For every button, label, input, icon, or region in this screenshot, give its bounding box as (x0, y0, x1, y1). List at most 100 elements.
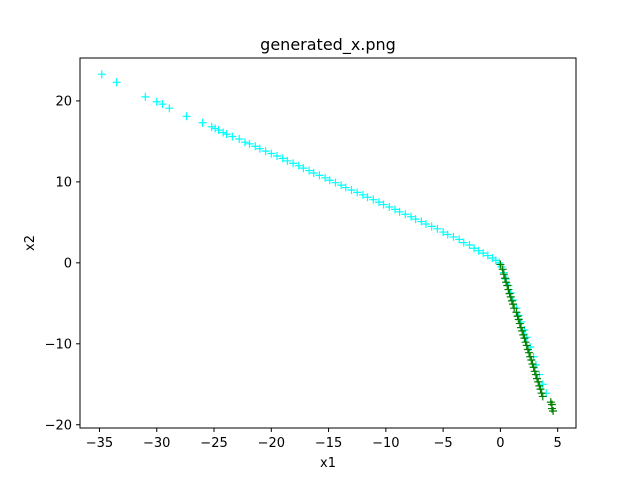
data-point (512, 308, 521, 317)
data-point (240, 138, 249, 147)
data-point (474, 246, 483, 255)
data-point (341, 183, 350, 192)
x-tick-label: −25 (200, 436, 227, 451)
data-point (385, 202, 394, 211)
data-point (500, 274, 509, 283)
data-point (152, 97, 161, 106)
y-tick-label: −10 (45, 337, 72, 352)
y-axis-ticks: −20 −10 0 10 20 (45, 94, 80, 433)
data-point (401, 210, 410, 219)
data-point (228, 132, 237, 141)
data-point (325, 176, 334, 185)
data-point (158, 100, 167, 109)
data-point (470, 244, 479, 253)
data-point (214, 126, 223, 135)
data-point (353, 188, 362, 197)
data-point (235, 134, 244, 143)
data-point (211, 124, 220, 133)
data-point (538, 380, 547, 389)
x-axis-label: x1 (320, 456, 336, 471)
x-tick-label: −30 (143, 436, 170, 451)
y-axis-label: x2 (23, 235, 38, 251)
data-point (503, 281, 512, 290)
data-point (508, 300, 517, 309)
data-point (421, 219, 430, 228)
data-point (536, 385, 545, 394)
data-point (261, 147, 270, 156)
data-point (207, 122, 216, 131)
y-tick-label: 10 (55, 175, 72, 190)
data-point (499, 270, 508, 279)
x-tick-label: 0 (496, 436, 504, 451)
data-point (222, 130, 231, 139)
data-point (515, 319, 524, 328)
data-point (407, 212, 416, 221)
data-point (182, 112, 191, 121)
data-point (525, 348, 534, 357)
data-point (289, 159, 298, 168)
data-point (439, 228, 448, 237)
data-point (483, 251, 492, 260)
data-point (255, 144, 264, 153)
data-point (522, 341, 531, 350)
data-point (465, 241, 474, 250)
plot-points (97, 70, 558, 415)
data-point (219, 128, 228, 137)
chart-title: generated_x.png (260, 35, 396, 55)
data-point (358, 190, 367, 199)
data-point (165, 104, 174, 113)
data-point (198, 118, 207, 127)
data-point (506, 292, 515, 301)
data-point (496, 260, 505, 269)
data-point (294, 161, 303, 170)
data-point (498, 265, 507, 274)
data-point (315, 171, 324, 180)
data-point (459, 238, 468, 247)
data-point (529, 363, 538, 372)
data-point (331, 178, 340, 187)
plot-frame (79, 57, 577, 429)
data-point (273, 151, 282, 160)
data-point (549, 406, 558, 415)
data-point (321, 173, 330, 182)
x-tick-label: −15 (315, 436, 342, 451)
data-point (514, 315, 523, 324)
data-point (337, 181, 346, 190)
data-point (510, 304, 519, 313)
data-point (538, 392, 547, 401)
data-point (283, 156, 292, 165)
data-point (391, 205, 400, 214)
data-point (309, 168, 318, 177)
data-point (251, 142, 260, 151)
data-point (363, 193, 372, 202)
data-point (411, 215, 420, 224)
data-point (443, 230, 452, 239)
x-axis-ticks: −35 −30 −25 −20 −15 −10 −5 0 5 (86, 428, 562, 451)
data-point (495, 258, 504, 267)
data-point (141, 92, 150, 101)
data-point (305, 166, 314, 175)
data-point (395, 207, 404, 216)
data-point (527, 355, 536, 364)
data-point (479, 249, 488, 258)
data-point (449, 232, 458, 241)
data-point (299, 164, 308, 173)
x-tick-label: −20 (258, 436, 285, 451)
data-point (531, 370, 540, 379)
x-tick-label: 5 (554, 436, 562, 451)
data-point (267, 149, 276, 158)
data-point (520, 334, 529, 343)
x-tick-label: −10 (372, 436, 399, 451)
data-point (427, 222, 436, 231)
data-point (369, 195, 378, 204)
y-tick-label: 0 (64, 256, 72, 271)
x-tick-label: −5 (434, 436, 453, 451)
y-tick-label: −20 (45, 418, 72, 433)
data-point (417, 217, 426, 226)
data-point (379, 200, 388, 209)
data-point (374, 198, 383, 207)
data-point (455, 235, 464, 244)
data-point (245, 139, 254, 148)
data-point (534, 377, 543, 386)
